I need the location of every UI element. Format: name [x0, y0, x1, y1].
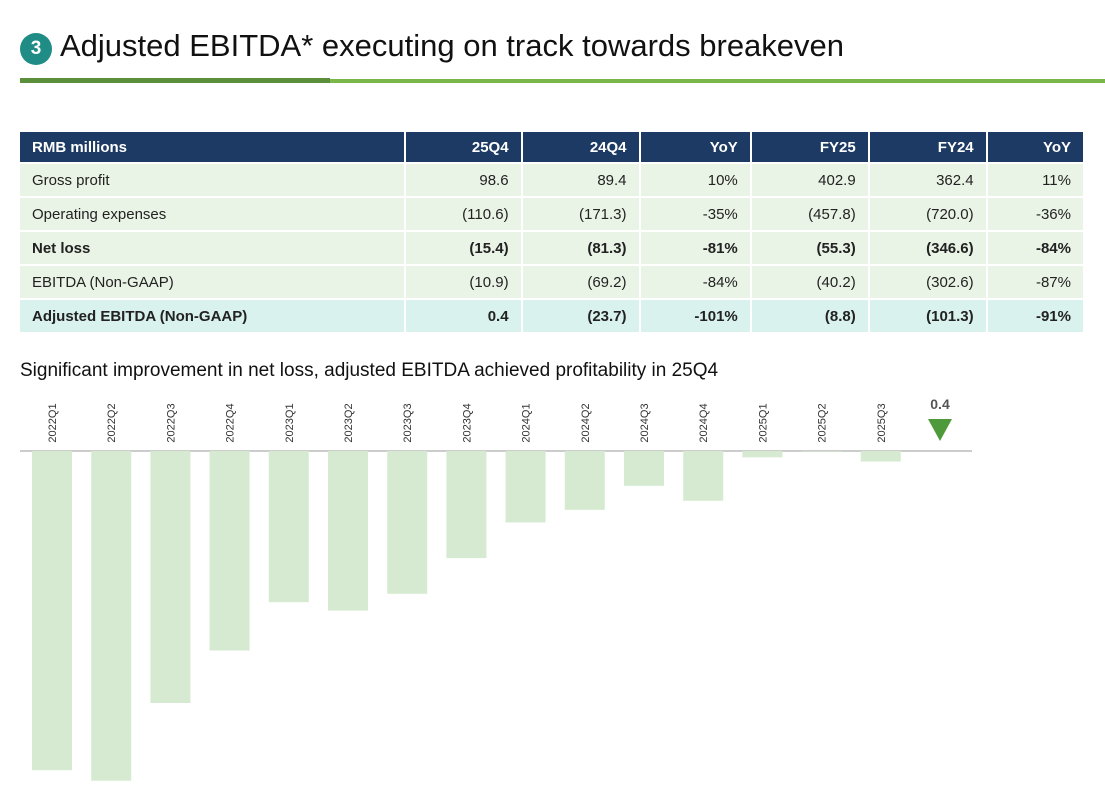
financial-table: RMB millions 25Q4 24Q4 YoY FY25 FY24 YoY Gross … [20, 132, 1083, 332]
table-cell: Operating expenses [20, 196, 406, 231]
column-header: YoY [985, 132, 1083, 163]
table-cell: (23.7) [520, 298, 640, 332]
bar [624, 451, 664, 486]
table-cell: (81.3) [520, 230, 640, 265]
x-tick-label: 2022Q3 [165, 403, 177, 442]
x-tick-label: 2023Q4 [461, 403, 473, 442]
table-row: Gross profit 98.6 89.4 10% 402.9 362.4 11% [20, 162, 1083, 197]
x-tick-label: 2022Q2 [106, 403, 118, 442]
highlight-marker [928, 419, 952, 441]
bar [328, 451, 368, 611]
table-cell: (110.6) [404, 196, 522, 231]
data-label: 0.4 [930, 396, 950, 412]
table-cell: -84% [638, 264, 751, 299]
table-row: EBITDA (Non-GAAP) (10.9) (69.2) -84% (40.2)(… [20, 264, 1083, 299]
table-cell: (302.6) [867, 264, 987, 299]
table-cell: -35% [638, 196, 751, 231]
table-cell: (346.6) [867, 230, 987, 265]
table-cell: -101% [638, 298, 751, 332]
column-header: FY25 [749, 132, 869, 163]
table-cell: (457.8) [749, 196, 869, 231]
title-rule [330, 79, 1105, 83]
bar [801, 451, 842, 452]
x-tick-label: 2025Q3 [876, 403, 888, 442]
x-tick-label: 2025Q1 [757, 403, 769, 442]
bar [860, 451, 901, 462]
table-cell: (171.3) [520, 196, 640, 231]
table-cell: (69.2) [520, 264, 640, 299]
bar [268, 451, 309, 603]
table-cell: (15.4) [404, 230, 522, 265]
column-header: RMB millions [20, 132, 406, 163]
x-tick-label: 2024Q1 [521, 403, 533, 442]
x-tick-label: 2024Q4 [698, 403, 710, 442]
bar [387, 451, 428, 594]
table-cell: -84% [985, 230, 1083, 265]
table-cell: -81% [638, 230, 751, 265]
slide-title: Adjusted EBITDA* executing on track towa… [60, 28, 845, 63]
bar [505, 451, 546, 523]
table-row: Operating expenses (110.6) (171.3) -35% (457… [20, 196, 1083, 231]
section-badge: 3 [20, 33, 52, 65]
x-tick-label: 2022Q1 [47, 403, 59, 442]
table-cell: (101.3) [867, 298, 987, 332]
bar [91, 451, 132, 781]
table-cell: 402.9 [749, 162, 869, 197]
column-header: 24Q4 [520, 132, 640, 163]
table-cell: Net loss [20, 230, 406, 265]
table-cell: EBITDA (Non-GAAP) [20, 264, 406, 299]
table-cell: -91% [985, 298, 1083, 332]
x-tick-label: 2023Q2 [343, 403, 355, 442]
table-row: Net loss (15.4) (81.3) -81% (55.3) (346.6) -84… [20, 230, 1083, 265]
bar [564, 451, 605, 510]
table-row: Adjusted EBITDA (Non-GAAP) 0.4 (23.7) -101%… [20, 298, 1083, 332]
table-cell: (40.2) [749, 264, 869, 299]
table-cell: 362.4 [867, 162, 987, 197]
bar [446, 451, 487, 559]
bar [150, 451, 191, 703]
x-tick-label: 2024Q2 [580, 403, 592, 442]
chart-title: Significant improvement in net loss, adj… [20, 360, 719, 381]
bar [32, 451, 72, 771]
table-cell: 0.4 [404, 298, 522, 332]
header-row: RMB millions 25Q4 24Q4 YoY FY25 FY24 YoY [20, 132, 1083, 163]
x-tick-label: 2024Q3 [639, 403, 651, 442]
x-tick-label: 2022Q4 [225, 403, 237, 442]
table-cell: 98.6 [404, 162, 522, 197]
table-cell: (55.3) [749, 230, 869, 265]
column-header: 25Q4 [404, 132, 522, 163]
table-cell: (8.8) [749, 298, 869, 332]
table-cell: -87% [985, 264, 1083, 299]
table-cell: -36% [985, 196, 1083, 231]
table-cell: 89.4 [520, 162, 640, 197]
x-tick-label: 2025Q2 [817, 403, 829, 442]
table-cell: 11% [985, 162, 1083, 197]
column-header: FY24 [867, 132, 987, 163]
x-tick-label: 2023Q1 [284, 403, 296, 442]
bar [209, 451, 250, 651]
title-rule [20, 78, 330, 83]
x-tick-label: 2023Q3 [402, 403, 414, 442]
table-cell: 10% [638, 162, 751, 197]
bar [742, 451, 783, 458]
table-cell: (10.9) [404, 264, 522, 299]
table-cell: (720.0) [867, 196, 987, 231]
column-header: YoY [638, 132, 751, 163]
table-cell: Adjusted EBITDA (Non-GAAP) [20, 298, 406, 332]
bar [683, 451, 724, 501]
table-cell: Gross profit [20, 162, 406, 197]
